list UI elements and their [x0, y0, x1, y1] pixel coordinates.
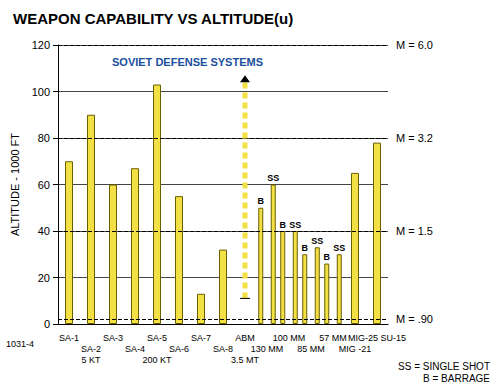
svg-text:B: B: [324, 252, 331, 262]
svg-text:5 KT: 5 KT: [81, 355, 101, 365]
svg-text:SS: SS: [311, 236, 323, 246]
svg-text:100: 100: [32, 86, 50, 98]
svg-text:B = BARRAGE: B = BARRAGE: [423, 373, 490, 384]
svg-text:0: 0: [44, 318, 50, 330]
svg-text:60: 60: [38, 179, 50, 191]
svg-text:57 MM: 57 MM: [319, 333, 347, 343]
svg-text:M = .90: M = .90: [396, 313, 433, 325]
svg-text:SA-4: SA-4: [125, 344, 145, 354]
svg-text:SA-6: SA-6: [169, 344, 189, 354]
svg-text:80: 80: [38, 132, 50, 144]
svg-text:40: 40: [38, 225, 50, 237]
svg-text:SOVIET DEFENSE SYSTEMS: SOVIET DEFENSE SYSTEMS: [112, 56, 263, 68]
svg-text:MIG -21: MIG -21: [339, 344, 372, 354]
svg-text:120: 120: [32, 39, 50, 51]
svg-text:SA-7: SA-7: [191, 333, 211, 343]
svg-text:B: B: [280, 220, 287, 230]
svg-text:130 MM: 130 MM: [251, 344, 284, 354]
svg-text:SA-3: SA-3: [103, 333, 123, 343]
svg-text:SS: SS: [267, 173, 279, 183]
svg-text:SA-1: SA-1: [59, 333, 79, 343]
svg-text:MIG-25 SU-15: MIG-25 SU-15: [348, 333, 406, 343]
svg-text:SS = SINGLE SHOT: SS = SINGLE SHOT: [398, 361, 490, 372]
svg-text:3.5 MT: 3.5 MT: [231, 355, 260, 365]
svg-text:85 MM: 85 MM: [297, 344, 325, 354]
svg-text:WEAPON CAPABILITY VS ALTITUDE(: WEAPON CAPABILITY VS ALTITUDE(u): [13, 10, 293, 27]
svg-text:B: B: [302, 243, 309, 253]
svg-text:M = 6.0: M = 6.0: [396, 39, 433, 51]
svg-text:M = 1.5: M = 1.5: [396, 225, 433, 237]
svg-text:B: B: [258, 196, 265, 206]
svg-text:200 KT: 200 KT: [142, 355, 172, 365]
svg-text:SS: SS: [333, 243, 345, 253]
svg-text:ALTITUDE - 1000 FT: ALTITUDE - 1000 FT: [9, 133, 21, 236]
svg-text:SA-5: SA-5: [147, 333, 167, 343]
svg-text:SS: SS: [289, 220, 301, 230]
svg-text:20: 20: [38, 272, 50, 284]
svg-text:SA-8: SA-8: [213, 344, 233, 354]
svg-text:M = 3.2: M = 3.2: [396, 132, 433, 144]
svg-text:100 MM: 100 MM: [273, 333, 306, 343]
svg-text:1031-4: 1031-4: [6, 339, 34, 349]
svg-text:ABM: ABM: [235, 333, 255, 343]
svg-text:SA-2: SA-2: [81, 344, 101, 354]
